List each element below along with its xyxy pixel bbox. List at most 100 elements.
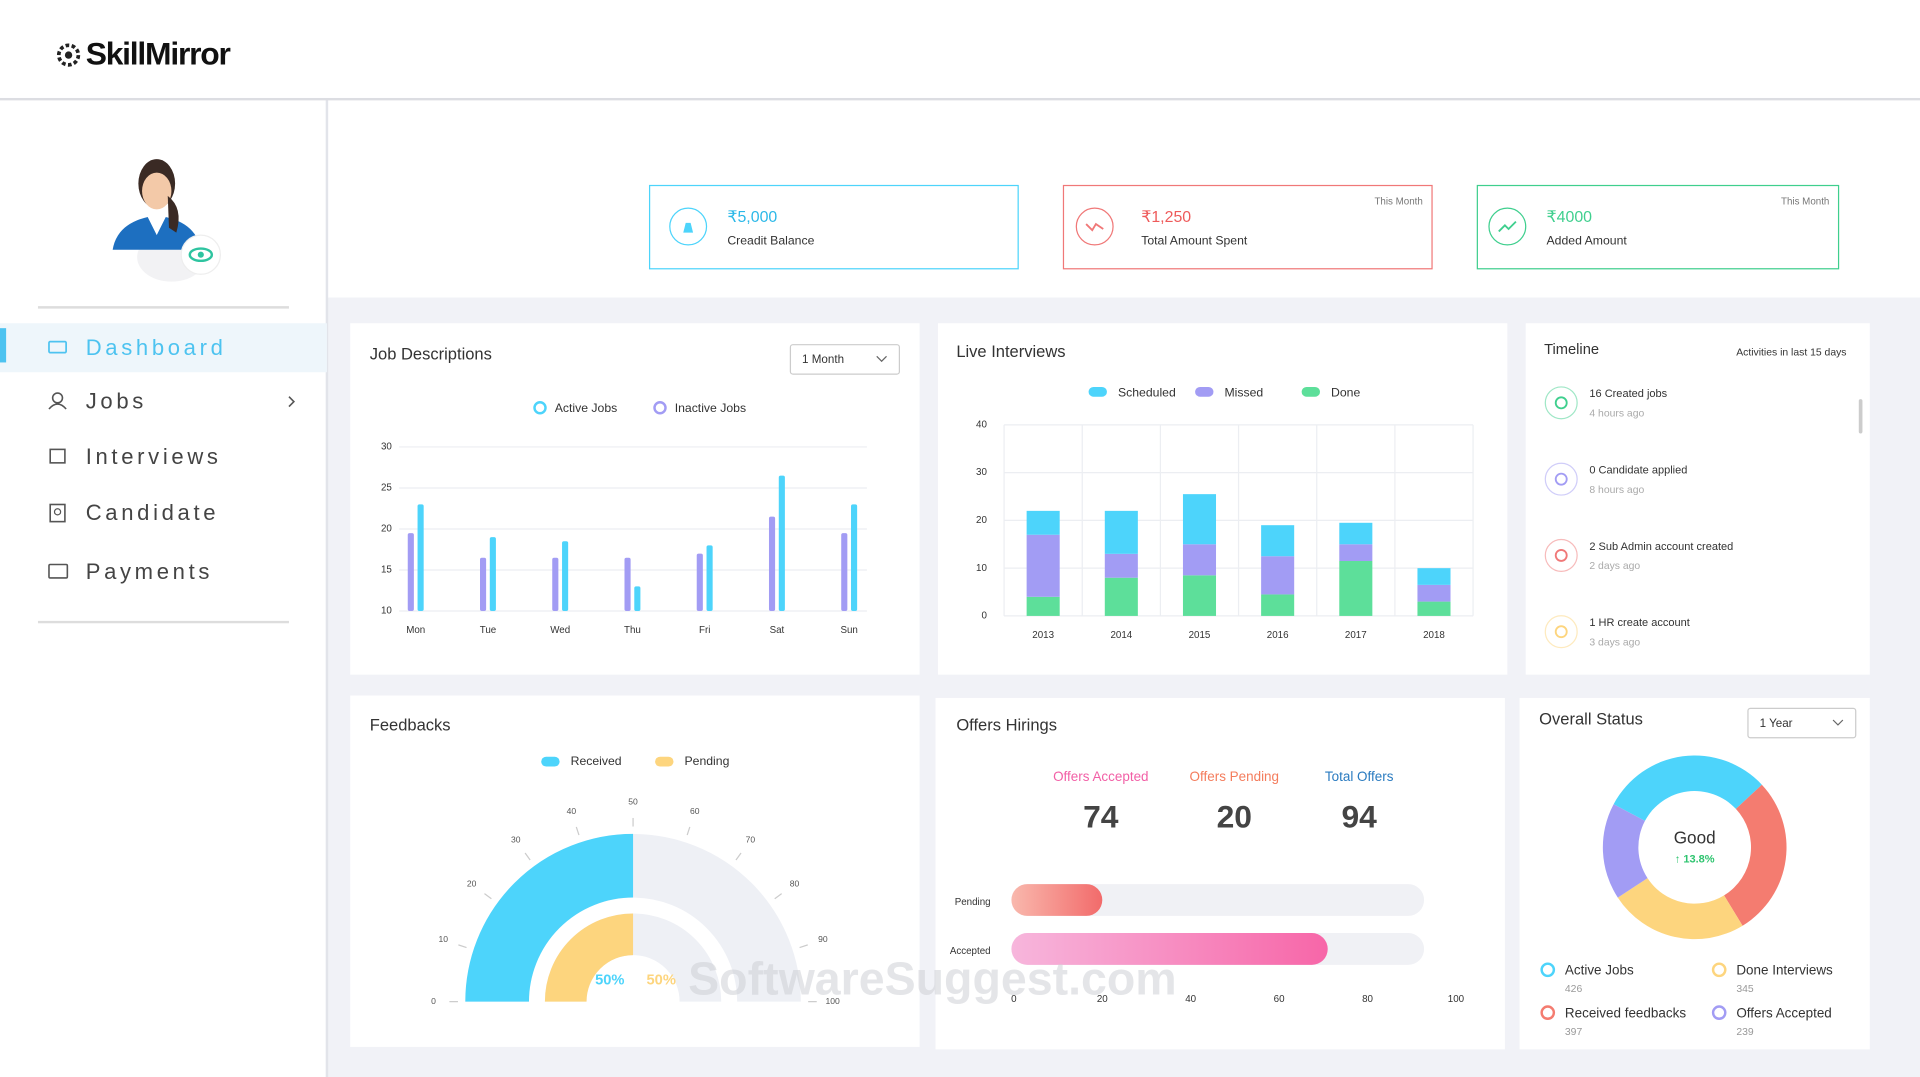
x-tick-label: 20 [1097, 994, 1108, 1005]
y-tick-label: 20 [381, 524, 392, 535]
timeline-icon-dot [1554, 625, 1568, 639]
legend-label: Pending [684, 754, 729, 768]
legend-label: Active Jobs [1565, 963, 1634, 978]
x-tick-label: Thu [624, 625, 641, 636]
x-tick-label: 100 [1448, 994, 1465, 1005]
gauge-tick-label: 80 [790, 879, 800, 889]
dropdown-arrow [1832, 719, 1844, 726]
bar [417, 504, 424, 612]
legend-label: Done Interviews [1736, 963, 1833, 978]
gauge-tick-label: 40 [567, 806, 577, 816]
trend-up [1498, 220, 1517, 233]
legend-value: 397 [1565, 1027, 1583, 1038]
x-tick-label: 60 [1274, 994, 1285, 1005]
panel-title: Offers Hirings [956, 715, 1057, 734]
bar [696, 553, 703, 612]
panel [350, 323, 920, 675]
bar [1011, 933, 1328, 965]
summary-card [1476, 184, 1840, 270]
legend-label: Missed [1224, 385, 1263, 399]
y-tick-label: 30 [976, 467, 987, 478]
dropdown[interactable] [1747, 707, 1857, 739]
legend-label: Received [571, 754, 622, 768]
menu-item[interactable]: Interviews [86, 444, 222, 469]
bar [851, 504, 858, 612]
timeline-icon [1544, 538, 1578, 572]
timeline-icon-dot [1554, 472, 1568, 486]
card-amount: ₹4000 [1547, 209, 1593, 226]
stat-value: 74 [1083, 799, 1119, 835]
gauge-tick [484, 893, 492, 900]
x-tick-label: Mon [406, 625, 425, 636]
gauge-tick-label: 60 [690, 806, 700, 816]
chevron [288, 396, 296, 408]
gauge-value-label: 50% [595, 973, 624, 989]
card-icon [669, 207, 708, 246]
menu-item[interactable]: Jobs [86, 389, 147, 414]
stat-value: 94 [1341, 799, 1377, 835]
gauge-tick [799, 944, 808, 949]
x-tick-label: 2016 [1267, 630, 1289, 641]
bar [1011, 884, 1103, 916]
menu-item[interactable]: Payments [86, 559, 213, 584]
legend-marker [541, 756, 560, 767]
bar [778, 475, 785, 612]
watermark: SoftwareSuggest.com [688, 952, 1177, 1004]
logo[interactable]: SkillMirror [86, 36, 232, 72]
x-tick-label: 2018 [1423, 630, 1445, 641]
dropdown-arrow [876, 355, 887, 363]
timeline-time: 2 days ago [1589, 561, 1640, 572]
menu-item[interactable]: Dashboard [86, 335, 227, 360]
legend-marker [1088, 386, 1107, 397]
donut-segment [1724, 784, 1787, 926]
panel [937, 323, 1508, 675]
avatar-ponytail [167, 195, 179, 233]
donut-center-label: Good [1674, 827, 1716, 847]
timeline-time: 8 hours ago [1589, 485, 1644, 496]
dropdown[interactable] [789, 344, 900, 375]
card-period: This Month [1374, 197, 1422, 208]
donut-change: ↑ 13.8% [1675, 853, 1715, 865]
panel [1519, 697, 1870, 1050]
x-tick-label: 2015 [1189, 630, 1211, 641]
timeline-text: 0 Candidate applied [1589, 464, 1687, 476]
panel [1525, 323, 1870, 675]
menu-item[interactable]: Candidate [86, 500, 220, 525]
bar-segment [1261, 594, 1295, 616]
gauge-tick-label: 90 [818, 934, 828, 944]
candidate-icon [53, 508, 62, 516]
panel [935, 697, 1505, 1050]
card-label: Creadit Balance [727, 233, 814, 247]
legend-marker [1711, 1005, 1727, 1021]
summary-card [1062, 184, 1433, 270]
legend-label: Inactive Jobs [675, 401, 746, 415]
legend-label: Done [1331, 385, 1360, 399]
legend-value: 239 [1736, 1027, 1754, 1038]
legend-marker [1301, 386, 1320, 397]
timeline-icon [1544, 615, 1578, 649]
x-tick-label: 80 [1362, 994, 1373, 1005]
stat-value: 20 [1217, 799, 1252, 835]
card-amount: ₹1,250 [1141, 209, 1191, 226]
timeline-text: 1 HR create account [1589, 617, 1689, 629]
interviews-icon [49, 448, 66, 464]
gauge-tick-label: 20 [467, 879, 477, 889]
legend-marker [1711, 962, 1727, 978]
legend-label: Active Jobs [555, 401, 618, 415]
bar-segment [1417, 584, 1451, 602]
gauge-tick-label: 100 [826, 996, 841, 1006]
timeline-text: 16 Created jobs [1589, 388, 1667, 400]
gauge-tick-label: 30 [511, 834, 521, 844]
timeline-time: 3 days ago [1589, 637, 1640, 648]
gauge-value-label: 50% [647, 973, 676, 989]
timeline-icon [1544, 462, 1578, 496]
bar [841, 533, 848, 612]
candidate-icon [49, 503, 66, 523]
dashboard-icon [48, 340, 67, 354]
x-tick-label: Fri [699, 625, 710, 636]
eye-pupil [197, 251, 204, 258]
card-period: This Month [1781, 197, 1829, 208]
scrollbar[interactable] [1858, 399, 1863, 434]
bar [489, 537, 496, 612]
legend-marker [653, 401, 667, 415]
